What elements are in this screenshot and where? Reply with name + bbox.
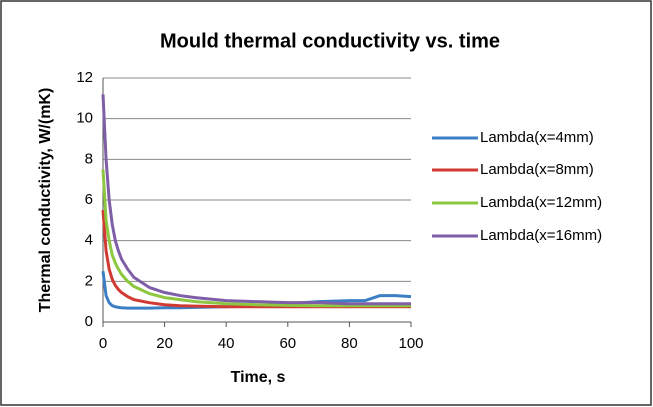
x-tick-label: 60 <box>279 335 296 352</box>
x-tick-label: 40 <box>218 335 235 352</box>
y-tick-label: 2 <box>85 272 93 289</box>
y-tick-label: 4 <box>85 232 93 249</box>
series-line <box>101 94 411 306</box>
legend-label: Lambda(x=8mm) <box>480 161 594 178</box>
y-tick-label: 12 <box>76 69 93 86</box>
chart-title: Mould thermal conductivity vs. time <box>160 30 500 52</box>
y-tick-label: 8 <box>85 150 93 167</box>
legend-label: Lambda(x=16mm) <box>480 227 602 244</box>
legend-label: Lambda(x=12mm) <box>480 194 602 211</box>
y-tick-label: 6 <box>85 191 93 208</box>
y-axis-label: Thermal conductivity, W/(mK) <box>37 88 54 313</box>
y-tick-label: 10 <box>76 110 93 127</box>
series-line <box>101 169 411 308</box>
series-line <box>101 270 412 310</box>
x-tick-label: 80 <box>341 335 358 352</box>
x-tick-label: 100 <box>398 335 423 352</box>
y-tick-label: 0 <box>85 313 93 330</box>
x-tick-label: 20 <box>156 335 173 352</box>
x-axis-label: Time, s <box>231 369 286 386</box>
legend-label: Lambda(x=4mm) <box>480 129 594 146</box>
x-tick-label: 0 <box>99 335 107 352</box>
